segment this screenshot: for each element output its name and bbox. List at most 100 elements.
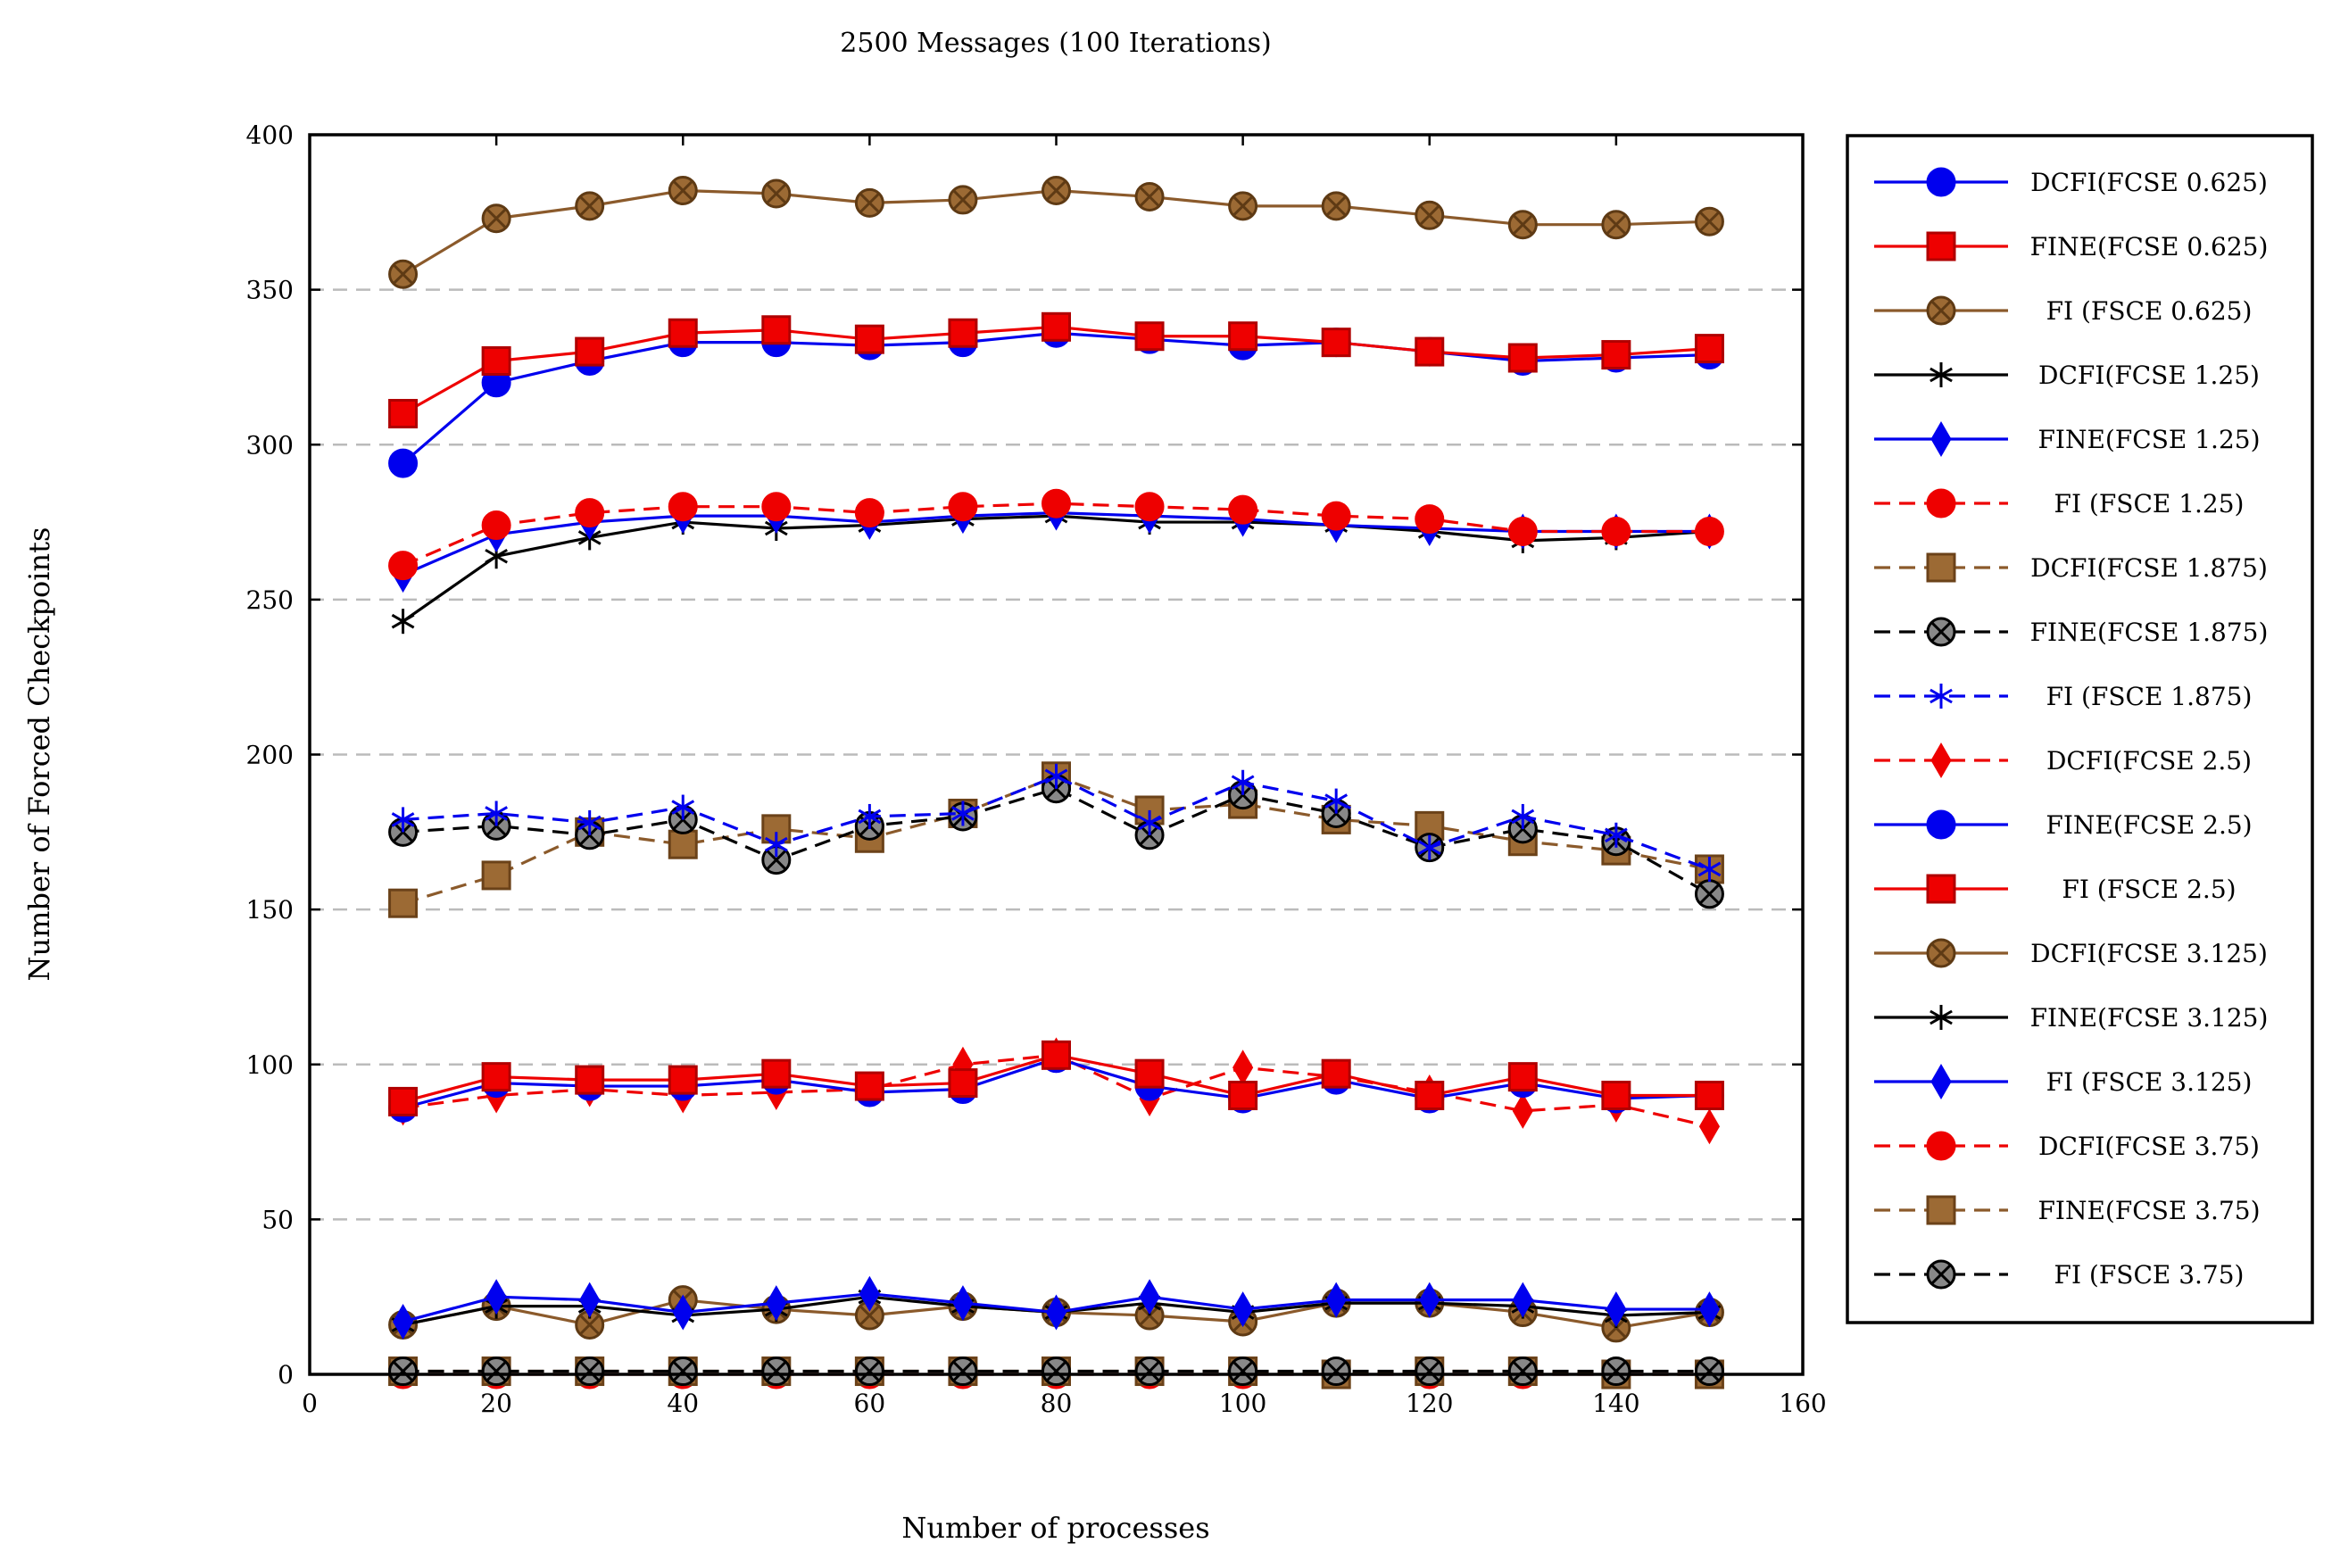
data-point [575, 1065, 605, 1095]
y-tick-label: 150 [246, 895, 294, 925]
legend-entry: FI (FSCE 1.875) [1874, 682, 2252, 711]
y-tick-label: 400 [246, 120, 294, 150]
data-point [388, 1086, 419, 1116]
data-point [1601, 340, 1631, 370]
data-point [1698, 1108, 1721, 1145]
data-point [1228, 494, 1258, 525]
legend-entry: FINE(FCSE 1.25) [1874, 421, 2261, 457]
legend-label: DCFI(FCSE 2.5) [2046, 746, 2252, 776]
data-point [1321, 191, 1351, 221]
data-point [761, 178, 792, 209]
data-point [761, 1058, 792, 1089]
data-point [1044, 763, 1068, 789]
data-point [1512, 1282, 1533, 1318]
y-tick-label: 200 [246, 741, 294, 770]
data-point [388, 399, 419, 429]
data-point [1324, 788, 1349, 814]
data-point [1926, 617, 1956, 647]
series-18 [388, 1356, 1724, 1387]
data-point [1042, 311, 1071, 342]
data-point [1231, 769, 1255, 795]
legend-label: FINE(FCSE 1.25) [2038, 425, 2261, 454]
data-point [485, 1279, 507, 1315]
data-point [1507, 1062, 1538, 1092]
data-point [1507, 516, 1538, 546]
legend-label: DCFI(FCSE 3.75) [2038, 1132, 2260, 1161]
data-point [1415, 200, 1445, 230]
data-point [1507, 210, 1538, 240]
series-15 [392, 1275, 1721, 1340]
data-point [761, 315, 792, 345]
data-point [668, 829, 698, 859]
data-point [1134, 1356, 1165, 1387]
data-point [1321, 328, 1351, 358]
data-point [1228, 1080, 1258, 1110]
data-point [854, 324, 884, 354]
data-point [1926, 488, 1956, 519]
data-point [948, 1068, 978, 1099]
series-8 [388, 774, 1724, 909]
x-tick-label: 100 [1219, 1389, 1266, 1418]
data-point [952, 1285, 974, 1322]
legend-label: DCFI(FCSE 0.625) [2030, 168, 2268, 197]
data-point [668, 1065, 698, 1095]
data-point [1042, 1040, 1071, 1070]
data-point [1926, 809, 1956, 840]
y-tick-label: 0 [278, 1360, 294, 1390]
data-point [1042, 1356, 1071, 1387]
data-point [761, 492, 792, 522]
legend-entry: DCFI(FCSE 3.75) [1874, 1131, 2260, 1161]
plot-frame [308, 133, 1805, 1376]
legend-entry: FI (FSCE 1.25) [1874, 488, 2245, 519]
data-point [1694, 1356, 1724, 1387]
data-point [579, 1282, 601, 1318]
data-point [1601, 210, 1631, 240]
data-point [1045, 1294, 1067, 1331]
data-point [1134, 492, 1165, 522]
data-point [481, 1062, 511, 1092]
legend-label: FINE(FCSE 0.625) [2030, 232, 2269, 261]
data-point [854, 1300, 884, 1331]
legend-label: DCFI(FCSE 1.875) [2030, 553, 2268, 583]
data-point [1930, 421, 1952, 457]
data-point [1228, 321, 1258, 352]
legend-label: FI (FSCE 1.25) [2054, 489, 2245, 519]
legend-label: FINE(FCSE 1.875) [2030, 618, 2269, 647]
data-point [854, 1071, 884, 1101]
x-tick-label: 80 [1041, 1389, 1073, 1418]
data-point [858, 803, 882, 829]
data-point [1321, 501, 1351, 531]
data-point [854, 187, 884, 218]
legend-entry: DCFI(FCSE 0.625) [1874, 167, 2268, 197]
data-point [859, 1275, 880, 1312]
legend-label: FI (FSCE 2.5) [2062, 875, 2236, 904]
data-point [668, 176, 698, 206]
series-6 [388, 488, 1724, 581]
data-point [388, 448, 419, 478]
data-point [481, 510, 511, 541]
data-point [1930, 743, 1952, 778]
data-point [575, 1356, 605, 1387]
legend-entry: DCFI(FCSE 1.875) [1874, 552, 2268, 583]
y-tick-label: 100 [246, 1050, 294, 1080]
chart-title: 2500 Messages (100 Iterations) [840, 28, 1271, 59]
data-point [668, 318, 698, 348]
data-point [1419, 1282, 1440, 1318]
legend-entry: FI (FSCE 2.5) [1874, 874, 2237, 904]
data-point [1930, 1005, 1953, 1030]
data-point [1601, 1356, 1631, 1387]
x-tick-label: 160 [1779, 1389, 1826, 1418]
series-line [402, 787, 1711, 896]
data-point [388, 1356, 419, 1387]
x-tick-label: 140 [1592, 1389, 1639, 1418]
data-point [1321, 1356, 1351, 1387]
data-point [391, 807, 415, 833]
data-point [1601, 1080, 1631, 1110]
data-point [1232, 1049, 1254, 1086]
x-tick-label: 120 [1406, 1389, 1453, 1418]
data-point [1926, 231, 1956, 261]
data-point [391, 609, 415, 635]
data-point [1698, 1291, 1721, 1328]
data-point [1139, 1279, 1160, 1315]
